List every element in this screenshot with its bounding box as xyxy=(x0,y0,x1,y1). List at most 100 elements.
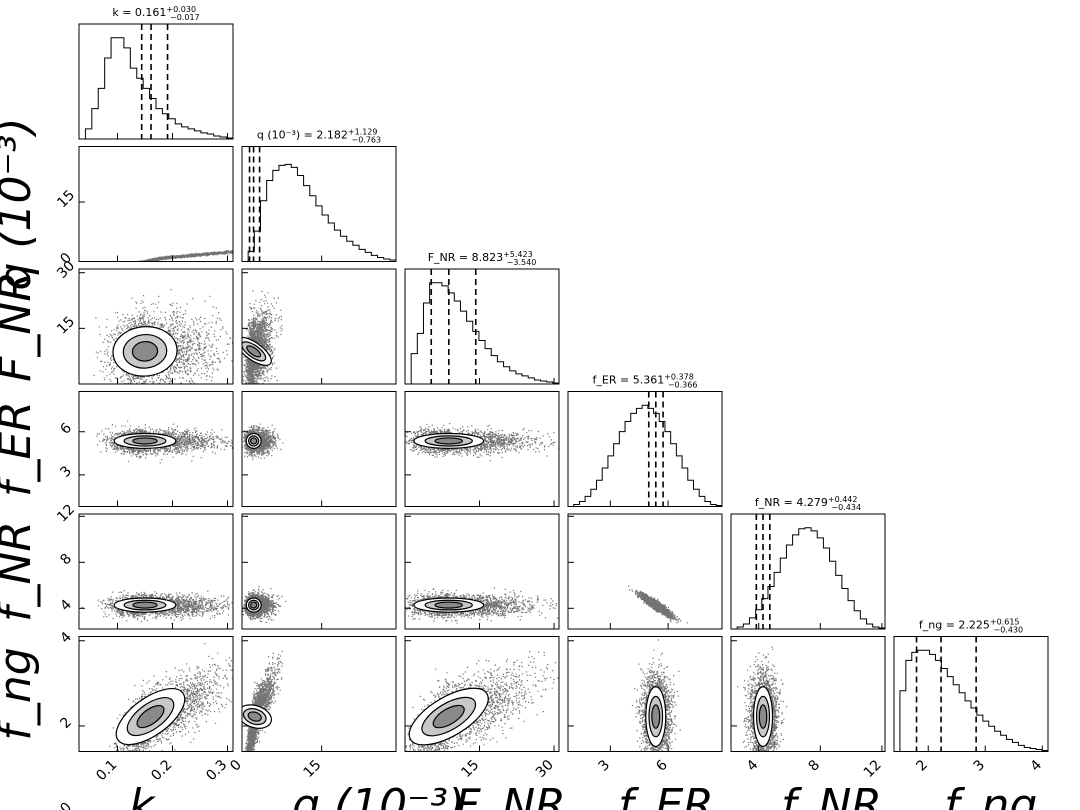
panel-frame xyxy=(567,513,723,630)
x-tick-label: 0.3 xyxy=(203,757,230,784)
scatter-panel-4-3 xyxy=(567,513,723,630)
contour-level-2 xyxy=(434,601,463,609)
panel-frame xyxy=(241,146,397,262)
y-tick-label: 4 xyxy=(57,597,75,615)
title-plus-err: +0.030 xyxy=(166,5,196,14)
y-axis-label: f_ng xyxy=(0,647,41,740)
panel-frame xyxy=(78,513,234,630)
hist-title-1: q (10⁻³) = 2.182+1.129 −0.763 xyxy=(257,128,381,145)
title-minus-err: −0.434 xyxy=(831,503,861,512)
panel-frame xyxy=(78,23,234,140)
panel-frame xyxy=(404,636,560,752)
y-axis-label: q (10⁻³) xyxy=(0,117,41,290)
title-plus-err: +5.423 xyxy=(503,250,533,259)
hist-panel-5: f_ng = 2.225+0.615 −0.430 xyxy=(893,618,1049,752)
x-tick-label: 4 xyxy=(744,757,762,775)
panel-frame xyxy=(241,391,397,507)
title-value: f_ER = 5.361 xyxy=(593,374,665,387)
contour-level-2 xyxy=(432,704,465,729)
panel-frame xyxy=(78,146,234,262)
histogram-step-line xyxy=(894,649,1048,752)
sample-points xyxy=(242,290,283,384)
title-minus-err: −0.017 xyxy=(170,13,200,22)
title-value: q (10⁻³) = 2.182 xyxy=(257,129,348,142)
hist-title-4: f_NR = 4.279+0.442 −0.434 xyxy=(755,495,861,512)
sample-cloud xyxy=(242,586,287,623)
x-tick-label: 0.1 xyxy=(93,757,120,784)
panel-frame xyxy=(730,513,886,630)
title-minus-err: −0.763 xyxy=(351,136,381,145)
histogram-step-line xyxy=(79,37,233,140)
scatter-panel-3-1 xyxy=(241,391,397,507)
panel-frame xyxy=(404,268,560,385)
sample-points xyxy=(631,639,681,752)
title-value: f_ng = 2.225 xyxy=(919,619,990,632)
scatter-panel-5-0 xyxy=(78,636,234,752)
panel-frame xyxy=(241,268,397,385)
title-plus-err: +1.129 xyxy=(348,128,378,137)
hist-title-3: f_ER = 5.361+0.378 −0.366 xyxy=(593,373,698,390)
scatter-panel-1-0 xyxy=(78,146,234,262)
y-axis-label: F_NR xyxy=(0,271,41,382)
sample-points xyxy=(96,420,233,464)
title-minus-err: −0.430 xyxy=(994,626,1024,635)
panel-frame xyxy=(241,636,397,752)
scatter-panel-5-1 xyxy=(241,636,397,752)
y-tick-label: 0 xyxy=(57,799,75,810)
x-axis-label: f_ng xyxy=(944,780,1037,810)
y-axis-label: f_NR xyxy=(0,521,41,622)
scatter-panel-4-1 xyxy=(241,513,397,630)
sample-cloud xyxy=(628,585,688,624)
title-plus-err: +0.615 xyxy=(990,618,1020,627)
contour-level-2 xyxy=(132,601,158,609)
scatter-panel-3-2 xyxy=(404,391,560,507)
hist-title-0: k = 0.161+0.030 −0.017 xyxy=(112,5,199,22)
x-tick-label: 15 xyxy=(301,757,325,781)
x-axis-label: F_NR xyxy=(455,780,566,810)
scatter-panel-3-0 xyxy=(78,391,234,507)
title-plus-err: +0.442 xyxy=(828,495,858,504)
scatter-panel-2-1 xyxy=(241,268,397,385)
panel-frame xyxy=(893,636,1049,752)
contour-level-2 xyxy=(250,437,258,445)
y-tick-label: 12 xyxy=(54,502,78,526)
histogram-step-line xyxy=(568,404,722,507)
y-tick-label: 4 xyxy=(57,629,75,647)
y-tick-label: 15 xyxy=(54,187,78,211)
panel-frame xyxy=(78,636,234,752)
x-tick-label: 2 xyxy=(913,757,931,775)
sample-points xyxy=(109,643,233,752)
contour-level-2 xyxy=(132,437,158,445)
scatter-panel-5-3 xyxy=(567,636,723,752)
contour-level-2 xyxy=(136,704,165,729)
contour-level-2 xyxy=(434,437,463,445)
x-axis-label: f_ER xyxy=(618,780,714,810)
scatter-panel-4-0 xyxy=(78,513,234,630)
histogram-step-line xyxy=(731,527,885,630)
histogram-step-line xyxy=(242,163,396,262)
y-tick-label: 6 xyxy=(57,420,75,438)
hist-title-5: f_ng = 2.225+0.615 −0.430 xyxy=(919,618,1023,635)
panel-frame xyxy=(567,391,723,507)
contour-level-2 xyxy=(131,341,159,362)
panel-frame xyxy=(78,391,234,507)
hist-panel-2: F_NR = 8.823+5.423 −3.540 xyxy=(404,250,560,385)
y-tick-label: 2 xyxy=(57,714,75,732)
sample-points xyxy=(405,423,559,462)
x-tick-label: 4 xyxy=(1028,757,1046,775)
contour-level-2 xyxy=(651,704,661,729)
x-tick-label: 3 xyxy=(596,757,614,775)
sample-points xyxy=(136,249,233,262)
x-axis-label: f_NR xyxy=(781,780,882,810)
title-value: f_NR = 4.279 xyxy=(755,496,828,509)
y-tick-label: 3 xyxy=(57,463,75,481)
x-tick-label: 30 xyxy=(533,757,557,781)
y-tick-label: 15 xyxy=(54,314,78,338)
title-minus-err: −3.540 xyxy=(507,258,537,267)
x-tick-label: 15 xyxy=(458,757,482,781)
sample-points xyxy=(405,587,559,624)
panel-frame xyxy=(404,513,560,630)
panel-frame xyxy=(567,636,723,752)
title-value: k = 0.161 xyxy=(112,6,166,19)
panel-frame xyxy=(241,513,397,630)
